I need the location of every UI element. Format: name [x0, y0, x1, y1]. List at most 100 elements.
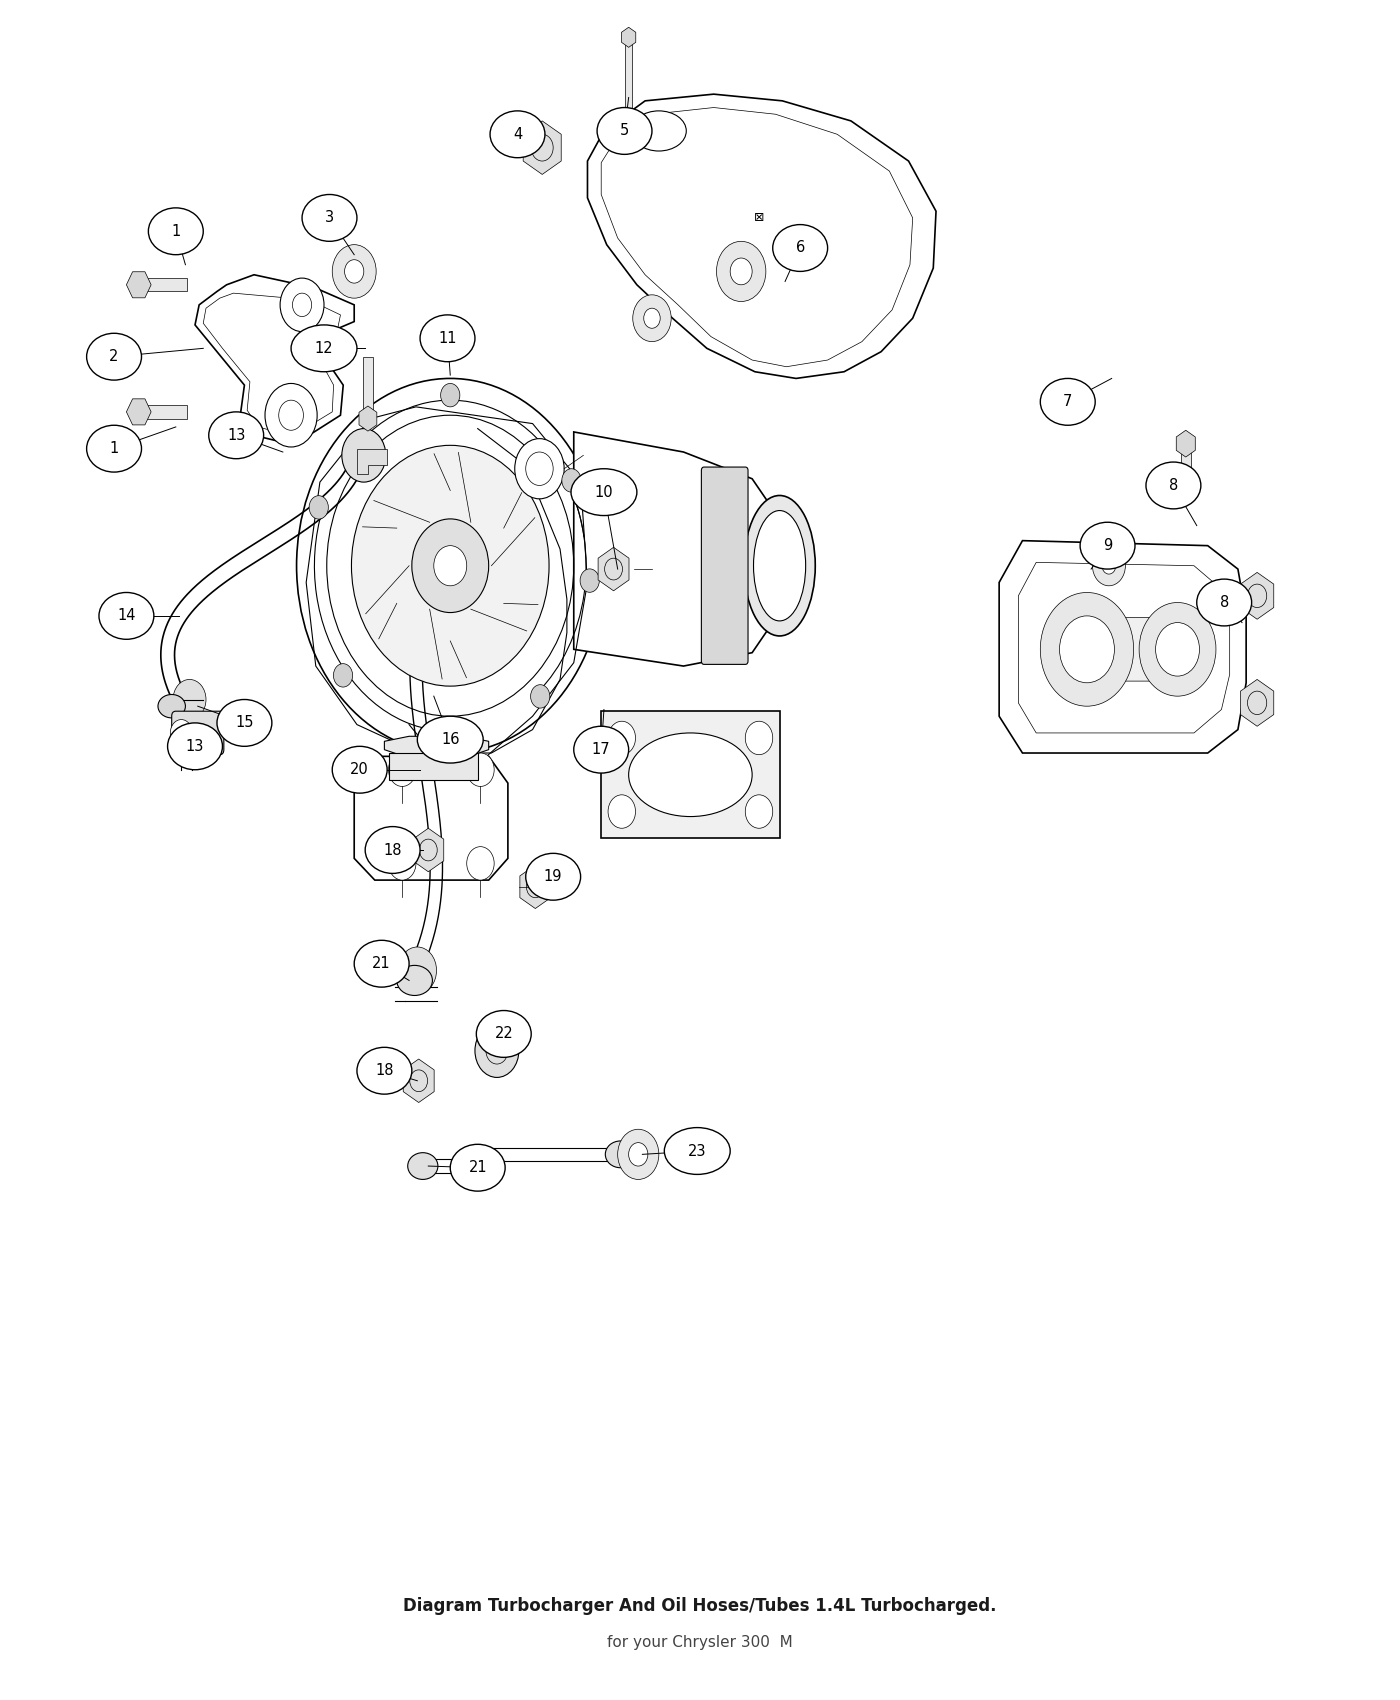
- Circle shape: [466, 753, 494, 787]
- Circle shape: [580, 570, 599, 592]
- Circle shape: [1102, 558, 1116, 575]
- Polygon shape: [146, 279, 186, 291]
- FancyBboxPatch shape: [701, 468, 748, 665]
- Text: 6: 6: [795, 240, 805, 255]
- Polygon shape: [626, 44, 631, 107]
- Circle shape: [1060, 615, 1114, 683]
- Ellipse shape: [417, 716, 483, 763]
- Ellipse shape: [526, 853, 581, 901]
- Circle shape: [342, 428, 386, 483]
- Text: 21: 21: [372, 955, 391, 971]
- Ellipse shape: [217, 699, 272, 746]
- Circle shape: [731, 258, 752, 286]
- Circle shape: [344, 260, 364, 284]
- Circle shape: [633, 294, 671, 342]
- Text: 21: 21: [469, 1159, 487, 1175]
- Polygon shape: [126, 400, 151, 425]
- Ellipse shape: [99, 593, 154, 639]
- Ellipse shape: [629, 733, 752, 816]
- Text: 5: 5: [620, 124, 629, 138]
- FancyBboxPatch shape: [172, 711, 224, 755]
- Polygon shape: [1240, 573, 1274, 619]
- Ellipse shape: [451, 1144, 505, 1192]
- Polygon shape: [519, 865, 550, 908]
- Text: 10: 10: [595, 484, 613, 500]
- Circle shape: [389, 847, 416, 881]
- Polygon shape: [389, 753, 477, 780]
- Text: 2: 2: [109, 348, 119, 364]
- Circle shape: [617, 1129, 659, 1180]
- Polygon shape: [1176, 430, 1196, 457]
- Polygon shape: [622, 27, 636, 48]
- Circle shape: [332, 245, 377, 298]
- Circle shape: [174, 680, 206, 719]
- Circle shape: [398, 947, 437, 994]
- Circle shape: [475, 1023, 519, 1078]
- Ellipse shape: [631, 110, 686, 151]
- Ellipse shape: [1197, 580, 1252, 626]
- Polygon shape: [413, 828, 444, 872]
- Circle shape: [351, 445, 549, 687]
- Circle shape: [745, 721, 773, 755]
- Circle shape: [1092, 546, 1126, 586]
- Ellipse shape: [574, 726, 629, 774]
- Circle shape: [297, 379, 603, 753]
- Circle shape: [1140, 602, 1217, 697]
- Polygon shape: [363, 357, 372, 410]
- Ellipse shape: [596, 107, 652, 155]
- Circle shape: [412, 518, 489, 612]
- Text: 22: 22: [494, 1027, 514, 1042]
- Polygon shape: [126, 272, 151, 298]
- Text: 18: 18: [384, 843, 402, 857]
- Text: for your Chrysler 300  M: for your Chrysler 300 M: [608, 1635, 792, 1651]
- Circle shape: [466, 847, 494, 881]
- Text: 8: 8: [1219, 595, 1229, 610]
- Ellipse shape: [743, 495, 815, 636]
- Circle shape: [1155, 622, 1200, 677]
- Text: Diagram Turbocharger And Oil Hoses/Tubes 1.4L Turbocharged.: Diagram Turbocharger And Oil Hoses/Tubes…: [403, 1596, 997, 1615]
- Text: 4: 4: [512, 128, 522, 141]
- Circle shape: [333, 663, 353, 687]
- Ellipse shape: [332, 746, 388, 794]
- Ellipse shape: [168, 722, 223, 770]
- Circle shape: [644, 308, 661, 328]
- Ellipse shape: [291, 325, 357, 372]
- Ellipse shape: [158, 695, 185, 717]
- Polygon shape: [1182, 452, 1190, 498]
- Ellipse shape: [1081, 522, 1135, 570]
- Ellipse shape: [571, 469, 637, 515]
- Circle shape: [171, 719, 192, 746]
- Ellipse shape: [209, 411, 263, 459]
- Ellipse shape: [87, 425, 141, 473]
- Circle shape: [389, 753, 416, 787]
- Text: 20: 20: [350, 762, 370, 777]
- Text: 15: 15: [235, 716, 253, 731]
- Circle shape: [561, 469, 581, 491]
- Text: 14: 14: [118, 609, 136, 624]
- Polygon shape: [524, 121, 561, 175]
- Ellipse shape: [354, 940, 409, 988]
- Polygon shape: [403, 1059, 434, 1103]
- Text: 19: 19: [545, 869, 563, 884]
- Circle shape: [531, 685, 550, 709]
- Text: 12: 12: [315, 340, 333, 355]
- Ellipse shape: [407, 1153, 438, 1180]
- Ellipse shape: [1040, 379, 1095, 425]
- Circle shape: [309, 496, 329, 518]
- Circle shape: [280, 279, 323, 332]
- Ellipse shape: [87, 333, 141, 381]
- Circle shape: [515, 439, 564, 498]
- Polygon shape: [146, 405, 186, 418]
- Circle shape: [441, 384, 459, 406]
- Text: 17: 17: [592, 743, 610, 756]
- Polygon shape: [357, 449, 388, 474]
- Circle shape: [629, 1142, 648, 1166]
- Polygon shape: [195, 275, 354, 442]
- Ellipse shape: [753, 510, 805, 620]
- Circle shape: [265, 384, 318, 447]
- Polygon shape: [598, 547, 629, 592]
- Ellipse shape: [148, 207, 203, 255]
- Ellipse shape: [357, 1047, 412, 1095]
- Text: 13: 13: [227, 428, 245, 442]
- Polygon shape: [358, 406, 377, 432]
